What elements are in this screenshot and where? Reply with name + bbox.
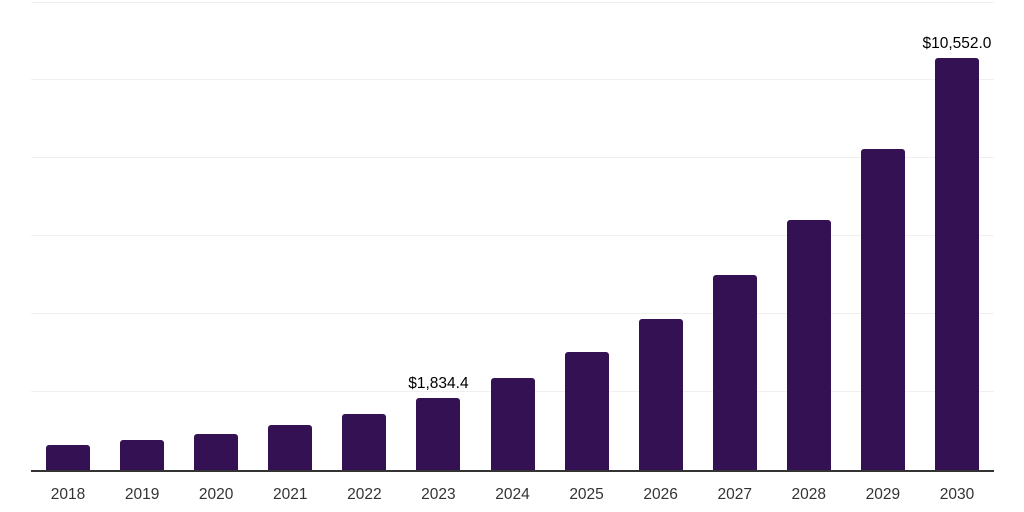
bar-2023 — [416, 398, 461, 470]
bar-value-label-2030: $10,552.0 — [922, 34, 992, 52]
bar-2019 — [120, 439, 165, 470]
bar-2029 — [860, 149, 905, 470]
bar-2030 — [934, 58, 979, 470]
bar-2020 — [194, 433, 239, 470]
x-tick-2019: 2019 — [124, 486, 160, 503]
bar-2025 — [564, 352, 609, 470]
x-tick-2020: 2020 — [198, 486, 234, 503]
x-tick-2026: 2026 — [643, 486, 678, 503]
bar-2027 — [712, 275, 757, 470]
gridline-4000 — [31, 313, 994, 314]
x-tick-2023: 2023 — [421, 486, 456, 503]
x-tick-2024: 2024 — [495, 486, 530, 503]
bar-2024 — [490, 378, 535, 470]
bar-value-label-2023: $1,834.4 — [408, 374, 469, 392]
bar-2028 — [786, 219, 831, 470]
x-tick-2018: 2018 — [50, 486, 86, 503]
x-axis: 2018 2019 2020 2021 2022 2023 2024 2025 2026 2027… — [31, 484, 994, 506]
x-tick-2028: 2028 — [791, 486, 827, 503]
bar-2026 — [638, 318, 683, 470]
x-tick-2021: 2021 — [273, 486, 308, 503]
bar-2018 — [46, 445, 91, 470]
x-tick-2025: 2025 — [569, 486, 604, 503]
plot-area: $1,834.4 $10,552.0 — [31, 2, 994, 472]
bar-2022 — [342, 414, 387, 470]
gridline-6000 — [31, 235, 994, 236]
x-tick-2027: 2027 — [717, 486, 752, 503]
gridline-8000 — [31, 157, 994, 158]
gridline-12000 — [31, 2, 994, 3]
x-tick-2029: 2029 — [865, 486, 901, 503]
bar-2021 — [268, 425, 313, 470]
x-tick-2022: 2022 — [347, 486, 382, 503]
x-tick-2030: 2030 — [939, 486, 975, 503]
gridline-10000 — [31, 79, 994, 80]
